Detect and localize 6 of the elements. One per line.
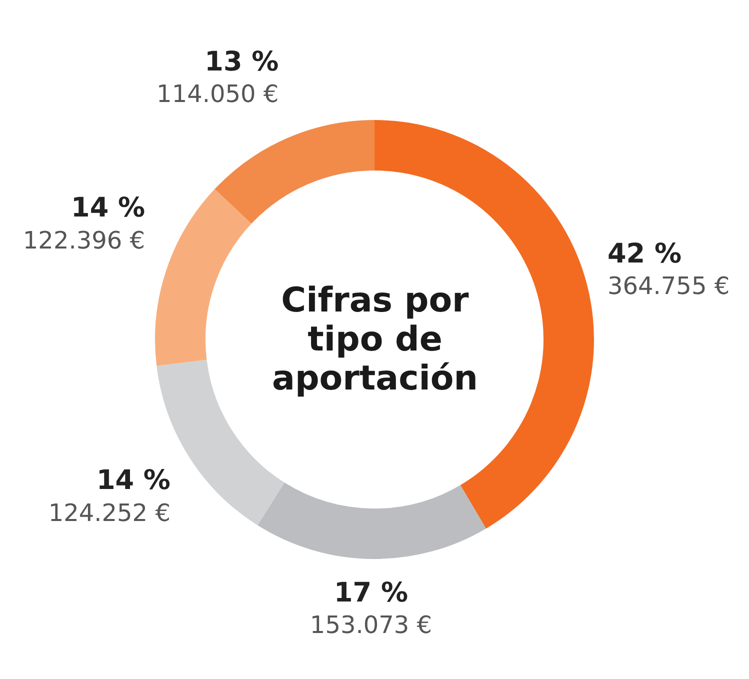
data-label: 14 % 122.396 € bbox=[22, 192, 146, 254]
data-label: 14 % 124.252 € bbox=[48, 465, 170, 527]
data-label: 17 % 153.073 € bbox=[310, 577, 432, 640]
text: Cifras por tipo de aportación bbox=[271, 280, 479, 399]
data-label: 13 % 114.050 € bbox=[156, 46, 279, 108]
data-label: 42 % 364.755 € bbox=[607, 238, 730, 300]
